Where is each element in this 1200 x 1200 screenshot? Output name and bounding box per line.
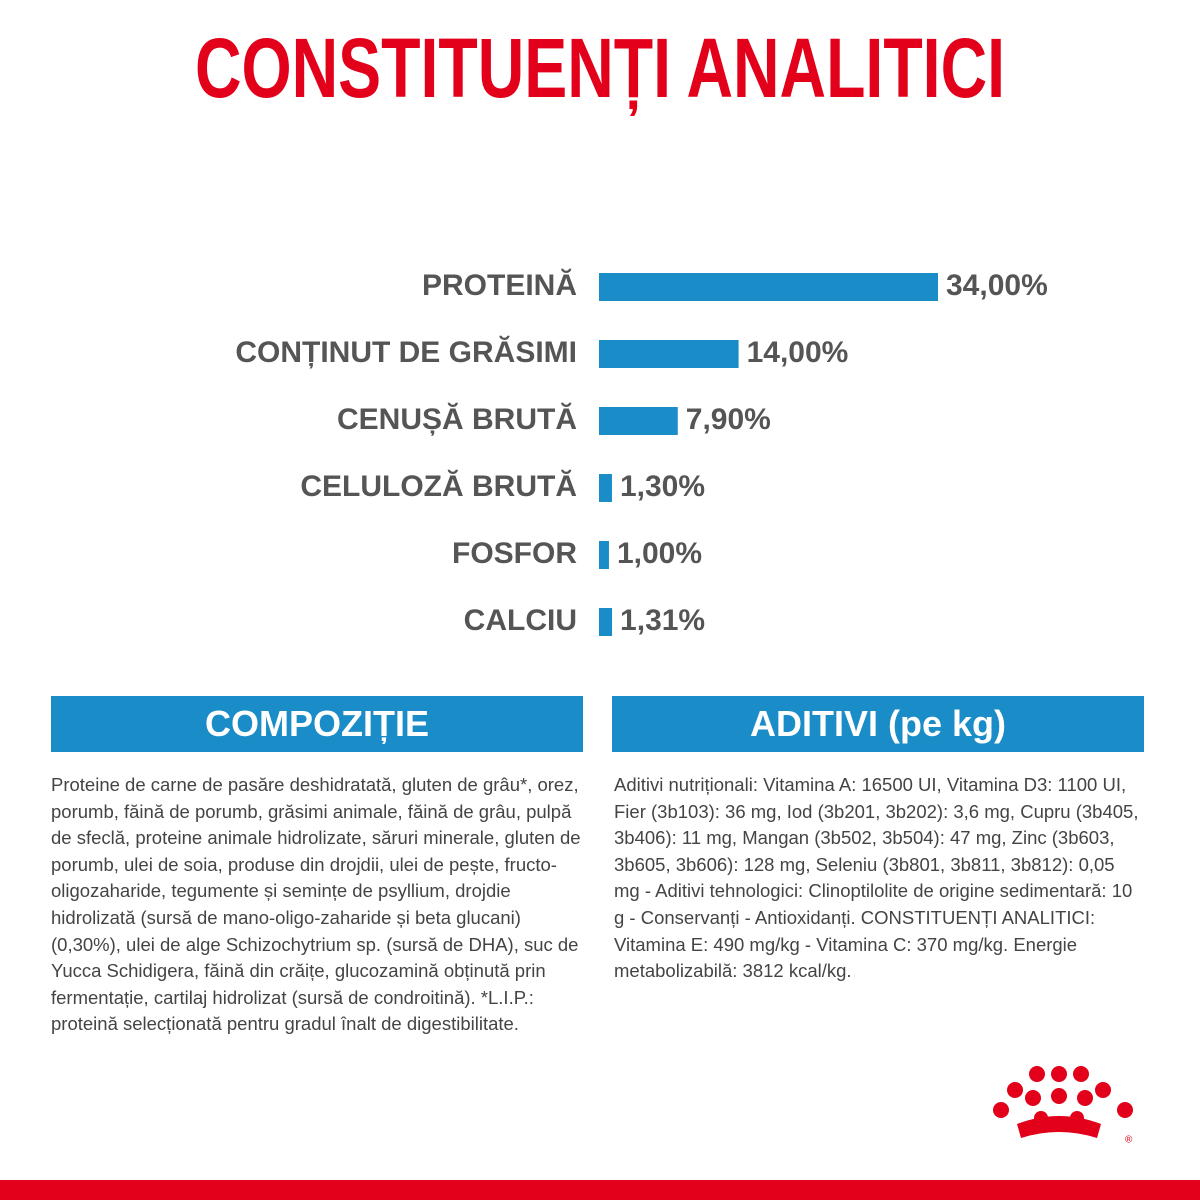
category-label: CALCIU — [464, 604, 577, 637]
category-label: PROTEINĂ — [422, 268, 577, 302]
bar — [599, 340, 739, 368]
value-label: 1,30% — [620, 470, 705, 503]
bar — [599, 608, 613, 636]
value-label: 1,31% — [620, 604, 705, 637]
category-label: CONȚINUT DE GRĂSIMI — [235, 335, 577, 369]
category-label: CENUȘĂ BRUTĂ — [337, 402, 577, 436]
category-label: CELULOZĂ BRUTĂ — [300, 469, 577, 503]
category-label: FOSFOR — [452, 537, 577, 570]
value-label: 7,90% — [686, 403, 771, 436]
chart-title: CONSTITUENȚI ANALITICI — [195, 21, 1005, 116]
bar — [599, 541, 609, 569]
bar — [599, 407, 678, 435]
logo: ® — [993, 1066, 1133, 1146]
bar — [599, 273, 938, 301]
value-label: 34,00% — [946, 269, 1048, 302]
composition-text: Proteine de carne de pasăre deshidratată… — [51, 774, 581, 1035]
logo-mark: ® — [1125, 1135, 1133, 1146]
footer-band — [0, 1180, 1200, 1200]
value-label: 14,00% — [747, 336, 849, 369]
section-header: ADITIVI (pe kg) — [612, 696, 1144, 752]
additives-text: Aditivi nutriționali: Vitamina A: 16500 … — [614, 774, 1139, 982]
chart: CONSTITUENȚI ANALITICI PROTEINĂ 34,00% CON… — [195, 21, 1048, 637]
bar — [599, 474, 612, 502]
section-header: COMPOZIȚIE — [51, 696, 583, 752]
value-label: 1,00% — [617, 537, 702, 570]
